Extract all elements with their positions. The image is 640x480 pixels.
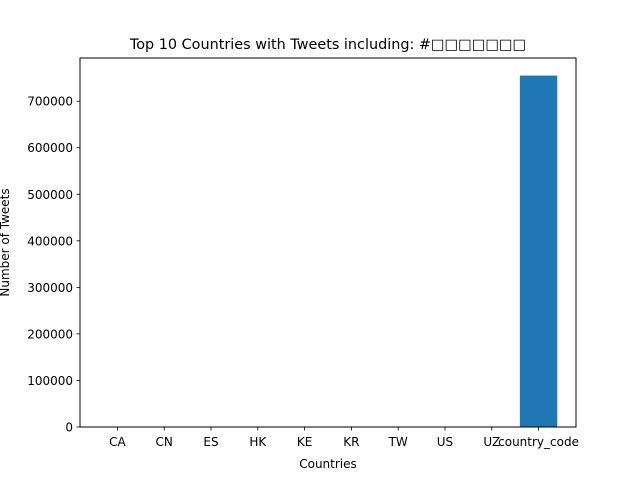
x-tick-label: CN <box>156 435 173 449</box>
x-tick-label: country_code <box>498 435 579 449</box>
bar <box>519 75 558 427</box>
bars-group <box>519 75 558 427</box>
x-tick-label: HK <box>249 435 267 449</box>
x-tick-label: US <box>437 435 453 449</box>
x-axis-label: Countries <box>299 457 357 471</box>
x-tick-label: ES <box>203 435 218 449</box>
x-tick-label: KR <box>343 435 359 449</box>
plot-frame <box>79 57 577 428</box>
x-tick-label: KE <box>297 435 312 449</box>
y-tick-label: 0 <box>65 421 73 435</box>
chart-title: Top 10 Countries with Tweets including: … <box>129 37 526 53</box>
y-tick-label: 600000 <box>27 141 73 155</box>
y-tick-label: 700000 <box>27 95 73 109</box>
y-tick-label: 200000 <box>27 327 73 341</box>
x-tick-label: CA <box>109 435 126 449</box>
y-axis-label: Number of Tweets <box>0 188 12 296</box>
x-tick-label: TW <box>388 435 408 449</box>
y-axis-ticks: 0 100000 200000 300000 400000 500000 600000 700… <box>27 95 80 435</box>
y-tick-label: 500000 <box>27 188 73 202</box>
y-tick-label: 300000 <box>27 281 73 295</box>
y-tick-label: 100000 <box>27 374 73 388</box>
x-tick-label: UZ <box>483 435 500 449</box>
y-tick-label: 400000 <box>27 234 73 248</box>
